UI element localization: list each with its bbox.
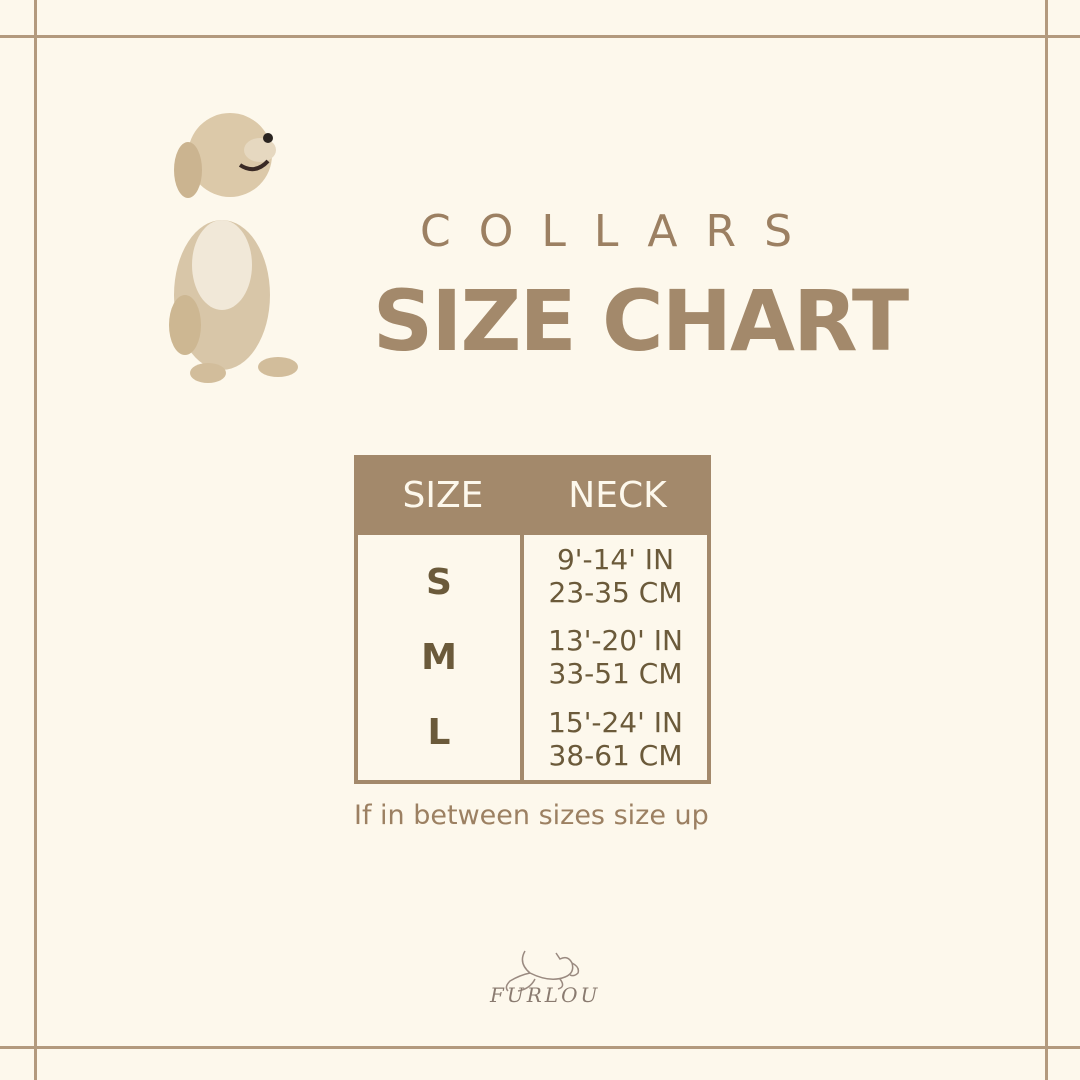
- frame-line-left: [34, 0, 37, 1080]
- column-header-neck: NECK: [568, 474, 667, 516]
- neck-range-s: 9'-14' IN 23-35 CM: [549, 543, 683, 609]
- neck-in: 9'-14' IN: [556, 542, 675, 576]
- neck-column: 9'-14' IN 23-35 CM 13'-20' IN 33-51 CM 15'…: [524, 535, 707, 780]
- frame-line-bottom: [0, 1046, 1080, 1049]
- size-s: S: [426, 562, 452, 603]
- table-header: SIZE NECK: [358, 455, 707, 535]
- dog-photo: [169, 113, 298, 383]
- neck-in: 13'-20' IN: [548, 624, 683, 658]
- neck-cm: 23-35 CM: [548, 575, 683, 609]
- size-column: S M L: [358, 535, 524, 780]
- frame-line-top: [0, 35, 1080, 38]
- neck-cm: 33-51 CM: [548, 657, 683, 691]
- size-table: SIZE NECK S M L 9'-14' IN 23-35 CM 13'-20…: [354, 455, 711, 784]
- neck-in: 15'-24' IN: [548, 706, 683, 740]
- column-header-size: SIZE: [402, 474, 484, 516]
- neck-range-m: 13'-20' IN 33-51 CM: [548, 624, 683, 690]
- sizing-note: If in between sizes size up: [354, 800, 709, 831]
- category-subtitle: COLLARS: [420, 206, 820, 257]
- size-l: L: [427, 712, 451, 753]
- brand-name: FURLOU: [490, 983, 601, 1007]
- frame-line-right: [1045, 0, 1048, 1080]
- brand-logo-dog-icon: [505, 950, 580, 992]
- size-m: M: [421, 637, 457, 678]
- neck-cm: 38-61 CM: [548, 739, 683, 773]
- page-title: SIZE CHART: [372, 272, 909, 370]
- neck-range-l: 15'-24' IN 38-61 CM: [548, 706, 683, 772]
